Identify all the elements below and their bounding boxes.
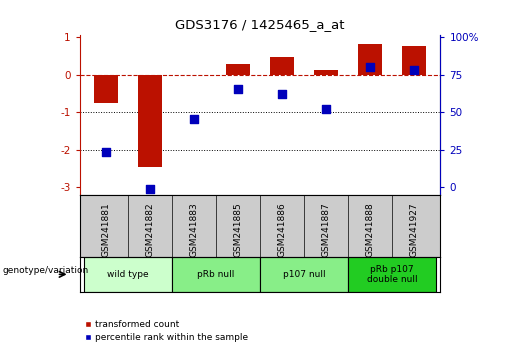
Point <box>410 67 418 73</box>
Bar <box>94 75 118 103</box>
Text: GSM241927: GSM241927 <box>409 202 419 257</box>
Point <box>322 107 330 112</box>
Bar <box>84 257 172 292</box>
Bar <box>402 46 426 75</box>
Text: p107 null: p107 null <box>283 270 325 279</box>
Point <box>190 116 198 122</box>
Text: GSM241885: GSM241885 <box>234 202 243 257</box>
Point <box>146 186 154 192</box>
Text: pRb p107
double null: pRb p107 double null <box>367 265 417 284</box>
Point <box>234 86 242 92</box>
Text: wild type: wild type <box>107 270 149 279</box>
Point <box>102 149 110 154</box>
Bar <box>314 70 338 75</box>
Bar <box>270 57 294 75</box>
Bar <box>358 44 382 75</box>
Text: GSM241883: GSM241883 <box>190 202 199 257</box>
Text: GSM241887: GSM241887 <box>321 202 331 257</box>
Point <box>366 64 374 69</box>
Text: GSM241881: GSM241881 <box>101 202 111 257</box>
Text: GSM241888: GSM241888 <box>366 202 374 257</box>
Bar <box>172 257 260 292</box>
Legend: transformed count, percentile rank within the sample: transformed count, percentile rank withi… <box>84 320 248 342</box>
Bar <box>348 257 436 292</box>
Text: genotype/variation: genotype/variation <box>3 266 89 275</box>
Text: GSM241882: GSM241882 <box>146 202 154 257</box>
Bar <box>226 64 250 75</box>
Title: GDS3176 / 1425465_a_at: GDS3176 / 1425465_a_at <box>175 18 345 32</box>
Bar <box>138 75 162 167</box>
Text: GSM241886: GSM241886 <box>278 202 286 257</box>
Text: pRb null: pRb null <box>197 270 235 279</box>
Point <box>278 91 286 97</box>
Bar <box>260 257 348 292</box>
